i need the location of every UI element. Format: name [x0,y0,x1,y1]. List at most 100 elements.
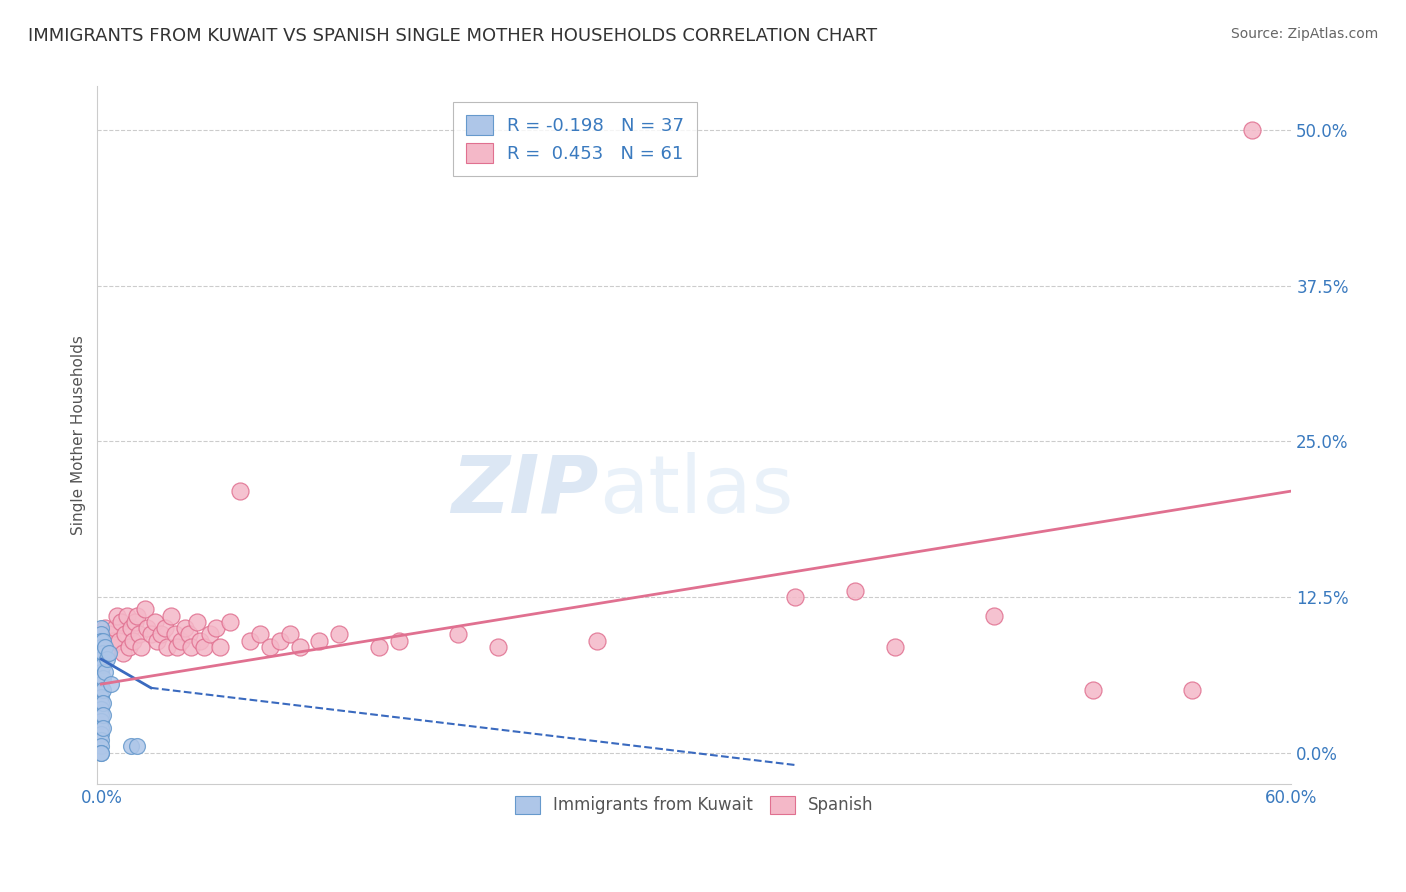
Point [114,627,136,641]
Point [129,640,152,654]
Point [146,633,169,648]
Point [96,646,118,660]
Point [90,677,112,691]
Point [249,627,271,641]
Point [143,615,166,629]
Point [486,640,509,654]
Point [90,640,112,654]
Point [169,633,191,648]
Point [844,583,866,598]
Point [91,708,114,723]
Point [883,640,905,654]
Point [90,721,112,735]
Point [105,608,128,623]
Point [103,633,125,648]
Point [94,640,117,654]
Point [91,683,114,698]
Point [98,646,121,660]
Point [91,671,114,685]
Point [186,615,208,629]
Point [94,621,117,635]
Point [90,714,112,729]
Point [124,615,146,629]
Point [120,739,142,754]
Point [90,739,112,754]
Point [90,627,112,641]
Point [1181,683,1204,698]
Point [259,640,281,654]
Point [98,627,121,641]
Point [156,640,179,654]
Point [90,702,112,716]
Point [447,627,470,641]
Point [177,627,200,641]
Point [90,708,112,723]
Point [190,633,212,648]
Point [90,652,112,666]
Point [149,627,172,641]
Y-axis label: Single Mother Households: Single Mother Households [72,335,86,535]
Point [104,621,127,635]
Point [288,640,311,654]
Point [91,696,114,710]
Point [90,633,112,648]
Point [90,696,112,710]
Point [100,640,122,654]
Point [94,665,117,679]
Point [90,665,112,679]
Point [1081,683,1104,698]
Point [983,608,1005,623]
Point [269,633,291,648]
Point [96,652,118,666]
Point [108,633,131,648]
Legend: Immigrants from Kuwait, Spanish: Immigrants from Kuwait, Spanish [505,786,884,824]
Point [159,608,181,623]
Text: atlas: atlas [599,452,793,530]
Text: Source: ZipAtlas.com: Source: ZipAtlas.com [1230,27,1378,41]
Point [90,746,112,760]
Point [118,640,141,654]
Point [122,633,145,648]
Point [90,683,112,698]
Point [785,590,807,604]
Point [1240,123,1263,137]
Point [134,602,156,616]
Text: IMMIGRANTS FROM KUWAIT VS SPANISH SINGLE MOTHER HOUSEHOLDS CORRELATION CHART: IMMIGRANTS FROM KUWAIT VS SPANISH SINGLE… [28,27,877,45]
Point [91,633,114,648]
Point [90,733,112,747]
Point [308,633,330,648]
Point [229,484,252,499]
Point [91,721,114,735]
Point [239,633,262,648]
Point [91,646,114,660]
Point [100,677,122,691]
Point [153,621,176,635]
Text: ZIP: ZIP [451,452,599,530]
Point [193,640,215,654]
Point [209,640,232,654]
Point [278,627,301,641]
Point [586,633,609,648]
Point [180,640,202,654]
Point [388,633,411,648]
Point [110,615,132,629]
Point [125,608,148,623]
Point [205,621,228,635]
Point [120,621,142,635]
Point [219,615,242,629]
Point [90,727,112,741]
Point [139,627,162,641]
Point [136,621,159,635]
Point [200,627,222,641]
Point [163,627,186,641]
Point [115,608,138,623]
Point [328,627,350,641]
Point [90,658,112,673]
Point [112,646,135,660]
Point [90,671,112,685]
Point [91,658,114,673]
Point [90,621,112,635]
Point [90,746,112,760]
Point [368,640,391,654]
Point [125,739,148,754]
